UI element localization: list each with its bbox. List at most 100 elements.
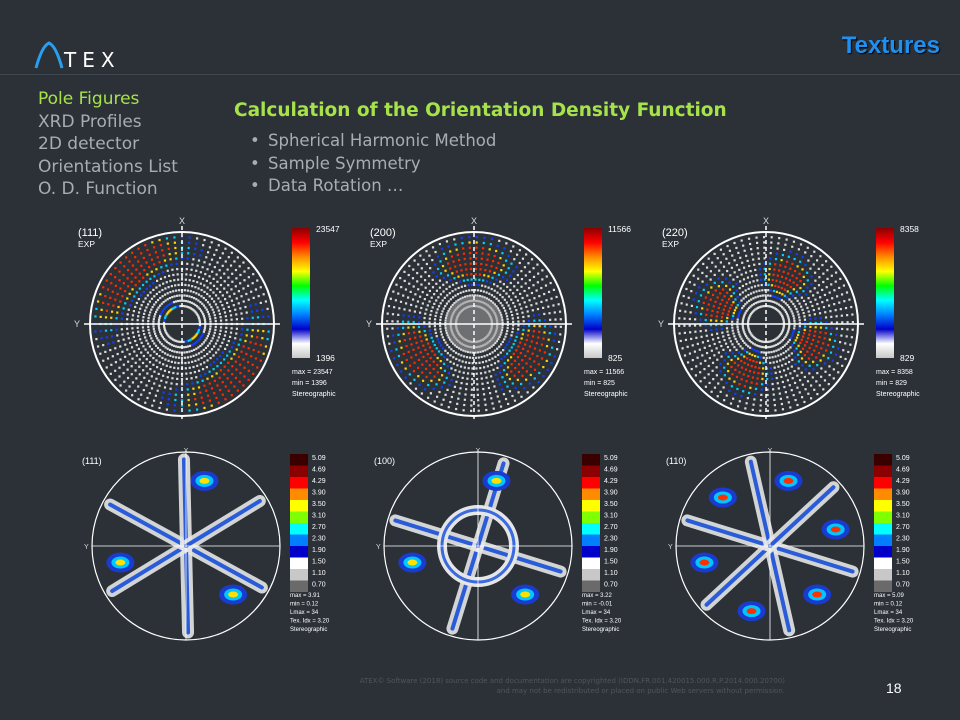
- intensity-dot: [188, 241, 191, 244]
- intensity-dot: [741, 321, 744, 324]
- intensity-dot: [490, 237, 493, 241]
- intensity-dot: [700, 335, 703, 338]
- intensity-dot: [240, 312, 243, 315]
- intensity-dot: [148, 266, 151, 269]
- intensity-dot: [114, 361, 118, 364]
- intensity-dot: [466, 372, 470, 375]
- intensity-dot: [532, 386, 535, 389]
- intensity-dot: [408, 282, 411, 285]
- intensity-dot: [800, 371, 803, 374]
- intensity-dot: [150, 337, 153, 340]
- nav-item-pole-figures[interactable]: Pole Figures: [38, 89, 140, 109]
- intensity-dot: [224, 385, 227, 388]
- intensity-dot: [200, 249, 203, 252]
- intensity-dot: [447, 245, 450, 248]
- intensity-dot: [134, 276, 137, 279]
- intensity-dot: [201, 277, 205, 280]
- intensity-dot: [185, 305, 188, 308]
- intensity-dot: [509, 281, 512, 285]
- intensity-dot: [824, 311, 827, 314]
- intensity-dot: [731, 254, 734, 257]
- intensity-dot: [716, 257, 719, 260]
- intensity-dot: [137, 330, 140, 333]
- intensity-dot: [485, 263, 488, 266]
- intensity-dot: [266, 307, 269, 311]
- intensity-dot: [202, 341, 206, 344]
- intensity-dot: [106, 288, 110, 291]
- intensity-dot: [188, 279, 191, 282]
- stat-line: Stereographic: [292, 391, 336, 398]
- intensity-dot: [739, 256, 742, 259]
- intensity-dot: [468, 356, 472, 359]
- intensity-dot: [777, 269, 781, 272]
- intensity-dot: [421, 379, 425, 382]
- intensity-dot: [779, 353, 783, 356]
- intensity-dot: [713, 252, 716, 256]
- intensity-dot: [498, 335, 501, 339]
- intensity-dot: [146, 248, 149, 252]
- intensity-dot: [465, 356, 469, 359]
- intensity-dot: [417, 263, 420, 266]
- intensity-dot: [214, 294, 218, 297]
- intensity-dot: [186, 383, 189, 386]
- intensity-dot: [737, 313, 741, 316]
- intensity-dot: [822, 388, 825, 391]
- intensity-dot: [447, 309, 450, 313]
- nav-item-2d-detector[interactable]: 2D detector: [38, 134, 140, 154]
- intensity-dot: [717, 277, 720, 280]
- intensity-dot: [197, 293, 201, 296]
- intensity-dot: [834, 309, 837, 312]
- scale-min-label: 1396: [316, 353, 335, 363]
- intensity-dot: [769, 340, 773, 343]
- stat-line: Stereographic: [876, 391, 920, 398]
- intensity-dot: [232, 304, 235, 307]
- intensity-dot: [474, 273, 477, 276]
- intensity-dot: [109, 273, 112, 276]
- intensity-dot: [187, 361, 190, 364]
- intensity-dot: [497, 299, 500, 302]
- intensity-dot: [471, 294, 474, 297]
- intensity-dot: [94, 330, 97, 333]
- intensity-dot: [529, 365, 532, 368]
- nav-item-odf[interactable]: O. D. Function: [38, 179, 158, 199]
- intensity-dot: [775, 343, 778, 346]
- intensity-dot: [803, 328, 806, 332]
- intensity-dot: [789, 250, 792, 253]
- intensity-dot: [470, 273, 473, 276]
- nav-item-orientations-list[interactable]: Orientations List: [38, 156, 178, 177]
- intensity-dot: [116, 292, 119, 296]
- intensity-dot: [528, 345, 532, 348]
- intensity-dot: [204, 324, 207, 328]
- intensity-dot: [435, 347, 438, 350]
- intensity-dot: [188, 339, 191, 342]
- intensity-dot: [420, 340, 423, 343]
- intensity-dot: [763, 267, 766, 271]
- intensity-dot: [704, 385, 708, 388]
- intensity-dot: [820, 347, 823, 350]
- intensity-dot: [463, 398, 466, 401]
- intensity-dot: [424, 348, 427, 352]
- intensity-dot: [440, 403, 443, 406]
- intensity-dot: [707, 303, 710, 306]
- intensity-dot: [167, 341, 170, 345]
- intensity-dot: [191, 308, 194, 311]
- intensity-dot: [527, 262, 530, 265]
- intensity-dot: [798, 325, 801, 328]
- intensity-dot: [215, 248, 218, 252]
- intensity-dot: [152, 246, 156, 249]
- intensity-dot: [737, 330, 740, 334]
- intensity-dot: [513, 285, 516, 288]
- intensity-dot: [493, 271, 496, 274]
- intensity-dot: [425, 360, 428, 363]
- intensity-dot: [528, 279, 531, 282]
- intensity-dot: [175, 356, 178, 359]
- intensity-dot: [221, 252, 224, 255]
- intensity-dot: [780, 340, 783, 343]
- nav-item-xrd-profiles[interactable]: XRD Profiles: [38, 111, 142, 132]
- intensity-dot: [695, 365, 698, 368]
- intensity-dot: [126, 313, 129, 316]
- intensity-dot: [764, 299, 767, 302]
- intensity-dot: [768, 273, 771, 276]
- intensity-dot: [482, 279, 485, 282]
- intensity-dot: [128, 385, 131, 388]
